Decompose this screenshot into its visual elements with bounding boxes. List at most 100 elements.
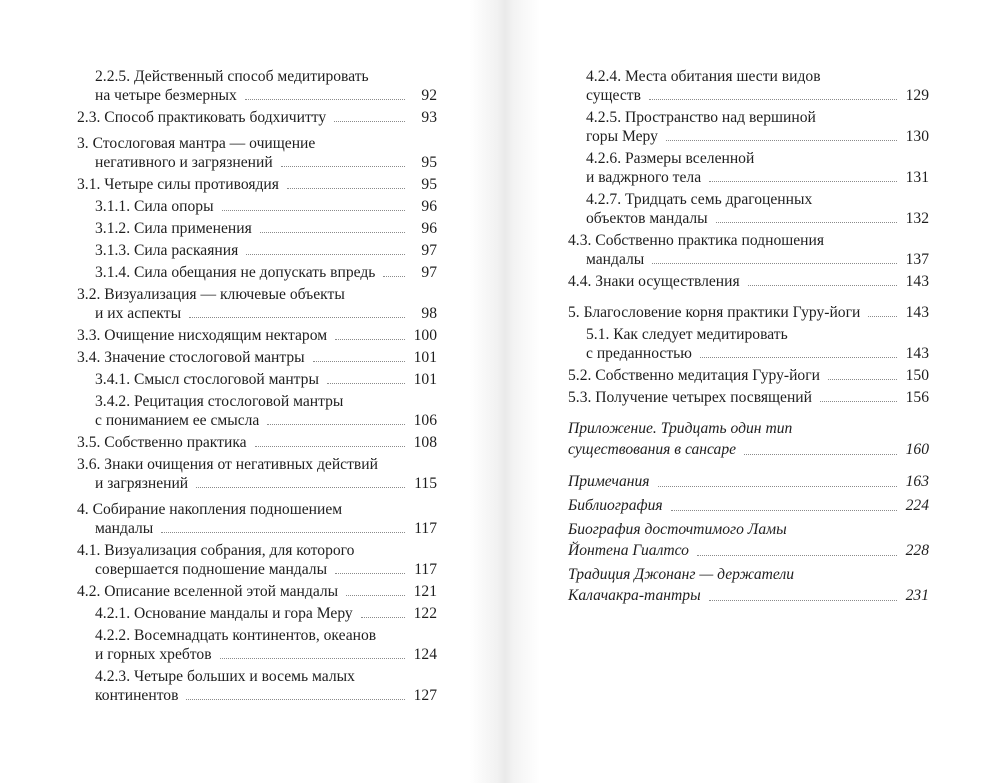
right-page-toc: 4.2.4. Места обитания шести видов существ… (568, 67, 929, 609)
toc-entry-title: 3. Стослоговая мантра — очищение (77, 135, 316, 152)
toc-entry-title: 4.2.2. Восемнадцать континентов, океанов (95, 627, 377, 644)
toc-entry: 5.2. Собственно медитация Гуру-йоги 150 (568, 366, 929, 385)
toc-entry-title: 4.2.3. Четыре больших и восемь малых (95, 668, 355, 685)
toc-entry-title: 4.2.1. Основание мандалы и гора Меру (95, 605, 353, 622)
dot-leader (280, 166, 405, 167)
toc-entry: 3.2. Визуализация — ключевые объекты и их… (77, 285, 437, 323)
toc-entry: 4.4. Знаки осуществления 143 (568, 272, 929, 291)
toc-entry: 4.2.3. Четыре больших и восемь малых конт… (77, 667, 437, 705)
toc-entry-title: 3.4. Значение стослоговой мантры (77, 349, 305, 366)
dot-leader (186, 699, 405, 700)
dot-leader (747, 285, 897, 286)
book-spine (470, 0, 540, 783)
toc-entry-title: 3.1.2. Сила применения (95, 220, 252, 237)
toc-entry: 3.1.3. Сила раскаяния 97 (77, 241, 437, 260)
toc-entry-title: и их аспекты (95, 305, 182, 322)
page-number: 95 (421, 154, 437, 171)
toc-entry-title: 4.2.4. Места обитания шести видов (586, 68, 821, 85)
toc-entry: 4.2.4. Места обитания шести видов существ… (568, 67, 929, 105)
toc-entry-title: горы Меру (586, 128, 658, 145)
toc-entry-title: 5. Благословение корня практики Гуру-йог… (568, 304, 861, 321)
toc-entry: 3.3. Очищение нисходящим нектаром 100 (77, 326, 437, 345)
toc-entry: 2.2.5. Действенный способ медитировать на… (77, 67, 437, 105)
dot-leader (670, 510, 897, 511)
dot-leader (326, 383, 405, 384)
dot-leader (648, 99, 897, 100)
toc-entry-title: 3.1.1. Сила опоры (95, 198, 214, 215)
toc-entry-title: 4. Собирание накопления подношением (77, 501, 343, 518)
toc-entry-title: и ваджрного тела (586, 169, 702, 186)
page-number: 143 (905, 345, 929, 362)
dot-leader (286, 188, 405, 189)
toc-entry-title: 3.1. Четыре силы противоядия (77, 176, 279, 193)
page-number: 101 (413, 349, 437, 366)
toc-entry-title: мандалы (586, 251, 645, 268)
page-number: 137 (905, 251, 929, 268)
toc-entry: 4.2.2. Восемнадцать континентов, океанов… (77, 626, 437, 664)
page-number: 163 (905, 473, 929, 490)
toc-entry-title: 5.1. Как следует медитировать (586, 326, 788, 343)
page-number: 97 (421, 242, 437, 259)
toc-entry-title: совершается подношение мандалы (95, 561, 328, 578)
page-number: 101 (413, 371, 437, 388)
dot-leader (827, 379, 897, 380)
dot-leader (259, 232, 405, 233)
toc-entry-title: существования в сансаре (568, 441, 737, 458)
toc-entry-title: 4.2. Описание вселенной этой мандалы (77, 583, 339, 600)
toc-entry: 4.2.6. Размеры вселенной и ваджрного тела… (568, 149, 929, 187)
toc-entry-title: Примечания (568, 473, 650, 490)
dot-leader (383, 276, 405, 277)
page-number: 156 (905, 389, 929, 406)
dot-leader (244, 99, 405, 100)
toc-entry: 4.2.5. Пространство над вершиной горы Мер… (568, 108, 929, 146)
page-number: 121 (413, 583, 437, 600)
page-number: 96 (421, 220, 437, 237)
toc-entry: 3.4. Значение стослоговой мантры 101 (77, 348, 437, 367)
toc-entry: 4. Собирание накопления подношением манда… (77, 500, 437, 538)
toc-entry: 4.1. Визуализация собрания, для которого… (77, 541, 437, 579)
toc-entry-title: 5.2. Собственно медитация Гуру-йоги (568, 367, 820, 384)
toc-entry-title: Традиция Джонанг — держатели (568, 566, 795, 583)
toc-entry: Библиография 224 (568, 495, 929, 516)
toc-entry-title: континентов (95, 687, 179, 704)
toc-entry-title: Йонтена Гиалтсо (568, 542, 689, 559)
toc-entry: 4.2. Описание вселенной этой мандалы 121 (77, 582, 437, 601)
toc-entry: 2.3. Способ практиковать бодхичитту 93 (77, 108, 437, 127)
dot-leader (267, 424, 405, 425)
dot-leader (161, 532, 405, 533)
toc-entry-title: с преданностью (586, 345, 692, 362)
toc-entry-title: Калачакра-тантры (568, 587, 701, 604)
toc-entry: 3.1.4. Сила обещания не допускать впредь… (77, 263, 437, 282)
page-number: 115 (414, 475, 437, 492)
page-number: 127 (413, 687, 437, 704)
dot-leader (360, 617, 405, 618)
dot-leader (708, 600, 897, 601)
toc-entry-title: 3.5. Собственно практика (77, 434, 247, 451)
toc-entry: 5. Благословение корня практики Гуру-йог… (568, 303, 929, 322)
page-number: 129 (905, 87, 929, 104)
dot-leader (868, 316, 897, 317)
toc-entry-title: и загрязнений (95, 475, 189, 492)
toc-entry: 3.4.2. Рецитация стослоговой мантры с пон… (77, 392, 437, 430)
page-number: 100 (413, 327, 437, 344)
toc-entry-title: с пониманием ее смысла (95, 412, 260, 429)
toc-entry-title: 4.2.6. Размеры вселенной (586, 150, 755, 167)
toc-entry: 5.1. Как следует медитировать с преданнос… (568, 325, 929, 363)
toc-entry: 4.2.1. Основание мандалы и гора Меру 122 (77, 604, 437, 623)
dot-leader (254, 446, 405, 447)
toc-entry-title: 4.3. Собственно практика подношения (568, 232, 825, 249)
dot-leader (715, 222, 897, 223)
toc-entry: Традиция Джонанг — держатели Калачакра-та… (568, 564, 929, 606)
toc-entry: 3.1. Четыре силы противоядия 95 (77, 175, 437, 194)
toc-entry-title: Приложение. Тридцать один тип (568, 420, 793, 437)
page-number: 106 (413, 412, 437, 429)
page-number: 98 (421, 305, 437, 322)
page-number: 97 (421, 264, 437, 281)
dot-leader (699, 357, 897, 358)
page-number: 95 (421, 176, 437, 193)
dot-leader (334, 121, 405, 122)
toc-entry-title: 2.2.5. Действенный способ медитировать (95, 68, 369, 85)
toc-entry: Приложение. Тридцать один тип существован… (568, 418, 929, 460)
dot-leader (652, 263, 897, 264)
toc-entry-title: 3.4.1. Смысл стослоговой мантры (95, 371, 319, 388)
